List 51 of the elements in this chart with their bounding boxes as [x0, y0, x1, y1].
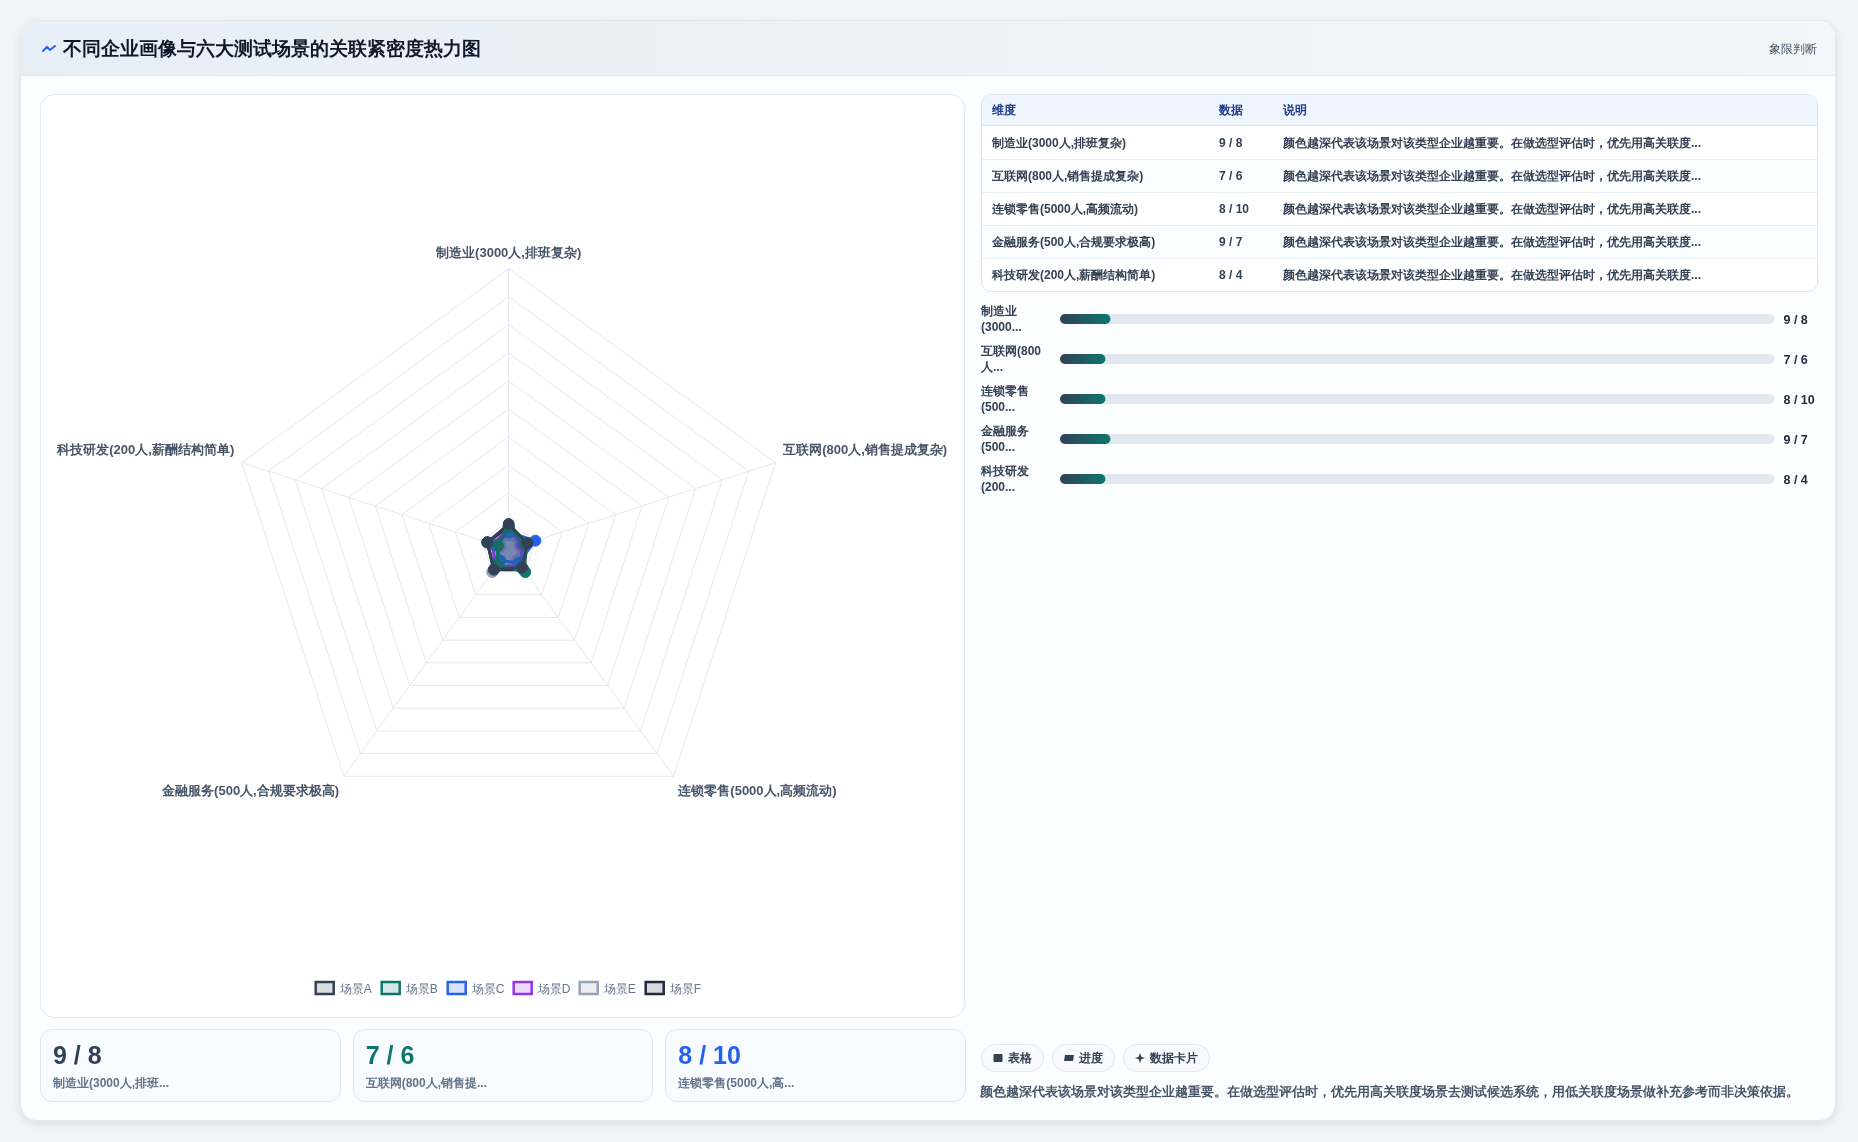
- category-label: 维度: [992, 102, 1016, 118]
- category-label: 金融服务(500人,合规要求极高): [992, 235, 1156, 249]
- text: 8 / 4: [1783, 472, 1808, 487]
- y-tick-label: 金融服务(500...: [981, 423, 1030, 455]
- legend-label: 场景C: [470, 981, 505, 996]
- text: 颜色越深代表该场景对该类型企业越重要。在做选型评估时，优先用高关联度场景去测试候选系统，用低关联度场景做补充参考而非决策依据。: [980, 1083, 1799, 1101]
- category-label: 制造业(3000人,排班复杂): [992, 136, 1127, 150]
- text: 8 / 10: [1219, 202, 1250, 216]
- legend-label: 场景B: [404, 981, 438, 996]
- category-label: 互联网(800人,销售提...: [365, 1075, 488, 1091]
- text: 7 / 6: [1783, 352, 1808, 367]
- text: 9 / 8: [53, 1041, 102, 1069]
- text: 9 / 8: [1783, 312, 1808, 327]
- text: 颜色越深代表该场景对该类型企业越重要。在做选型评估时，优先用高关联度...: [1283, 268, 1702, 282]
- text: 颜色越深代表该场景对该类型企业越重要。在做选型评估时，优先用高关联度...: [1283, 202, 1702, 216]
- y-tick-label: 制造业(3000...: [981, 303, 1023, 335]
- category-label: 连锁零售(5000人,高频流动): [992, 202, 1139, 216]
- legend-label: 场景F: [668, 981, 702, 996]
- text: 表格: [981, 1044, 1044, 1072]
- text: 数据卡片: [1123, 1044, 1210, 1072]
- chart-title: 不同企业画像与六大测试场景的关联紧密度热力图: [63, 37, 481, 61]
- spoke-label: 金融服务(500人,合规要求极高): [161, 782, 340, 798]
- spoke-label: 科技研发(200人,薪酬结构简单): [56, 442, 235, 458]
- text: 7 / 6: [1219, 169, 1243, 183]
- y-tick-label: 互联网(800人...: [981, 343, 1043, 375]
- legend-label: 场景E: [602, 981, 636, 996]
- text: 颜色越深代表该场景对该类型企业越重要。在做选型评估时，优先用高关联度...: [1283, 235, 1702, 249]
- legend-label: 场景D: [536, 981, 571, 996]
- text: 7 / 6: [365, 1041, 415, 1069]
- spoke-label: 制造业(3000人,排班复杂): [435, 244, 582, 260]
- text: 象限判断: [1769, 41, 1817, 58]
- category-label: 互联网(800人,销售提成复杂): [992, 169, 1144, 183]
- y-tick-label: 科技研发(200...: [981, 463, 1030, 495]
- category-label: 数据: [1219, 102, 1243, 118]
- legend-label: 场景A: [338, 981, 372, 996]
- text: 8 / 10: [1783, 392, 1815, 407]
- text: 9 / 8: [1219, 136, 1243, 150]
- category-label: 说明: [1283, 102, 1307, 118]
- text: 8 / 10: [678, 1041, 741, 1069]
- category-label: 制造业(3000人,排班...: [53, 1075, 170, 1091]
- y-tick-label: 连锁零售(500...: [981, 383, 1030, 415]
- text: 颜色越深代表该场景对该类型企业越重要。在做选型评估时，优先用高关联度...: [1283, 136, 1702, 150]
- text: 8 / 4: [1219, 268, 1243, 282]
- spoke-label: 连锁零售(5000人,高频流动): [677, 782, 837, 798]
- category-label: 连锁零售(5000人,高...: [678, 1075, 795, 1091]
- text: 进度: [1052, 1044, 1115, 1072]
- category-label: 科技研发(200人,薪酬结构简单): [992, 268, 1156, 282]
- text: 颜色越深代表该场景对该类型企业越重要。在做选型评估时，优先用高关联度...: [1283, 169, 1702, 183]
- text: 9 / 7: [1783, 432, 1808, 447]
- text: 9 / 7: [1219, 235, 1243, 249]
- spoke-label: 互联网(800人,销售提成复杂): [782, 442, 948, 458]
